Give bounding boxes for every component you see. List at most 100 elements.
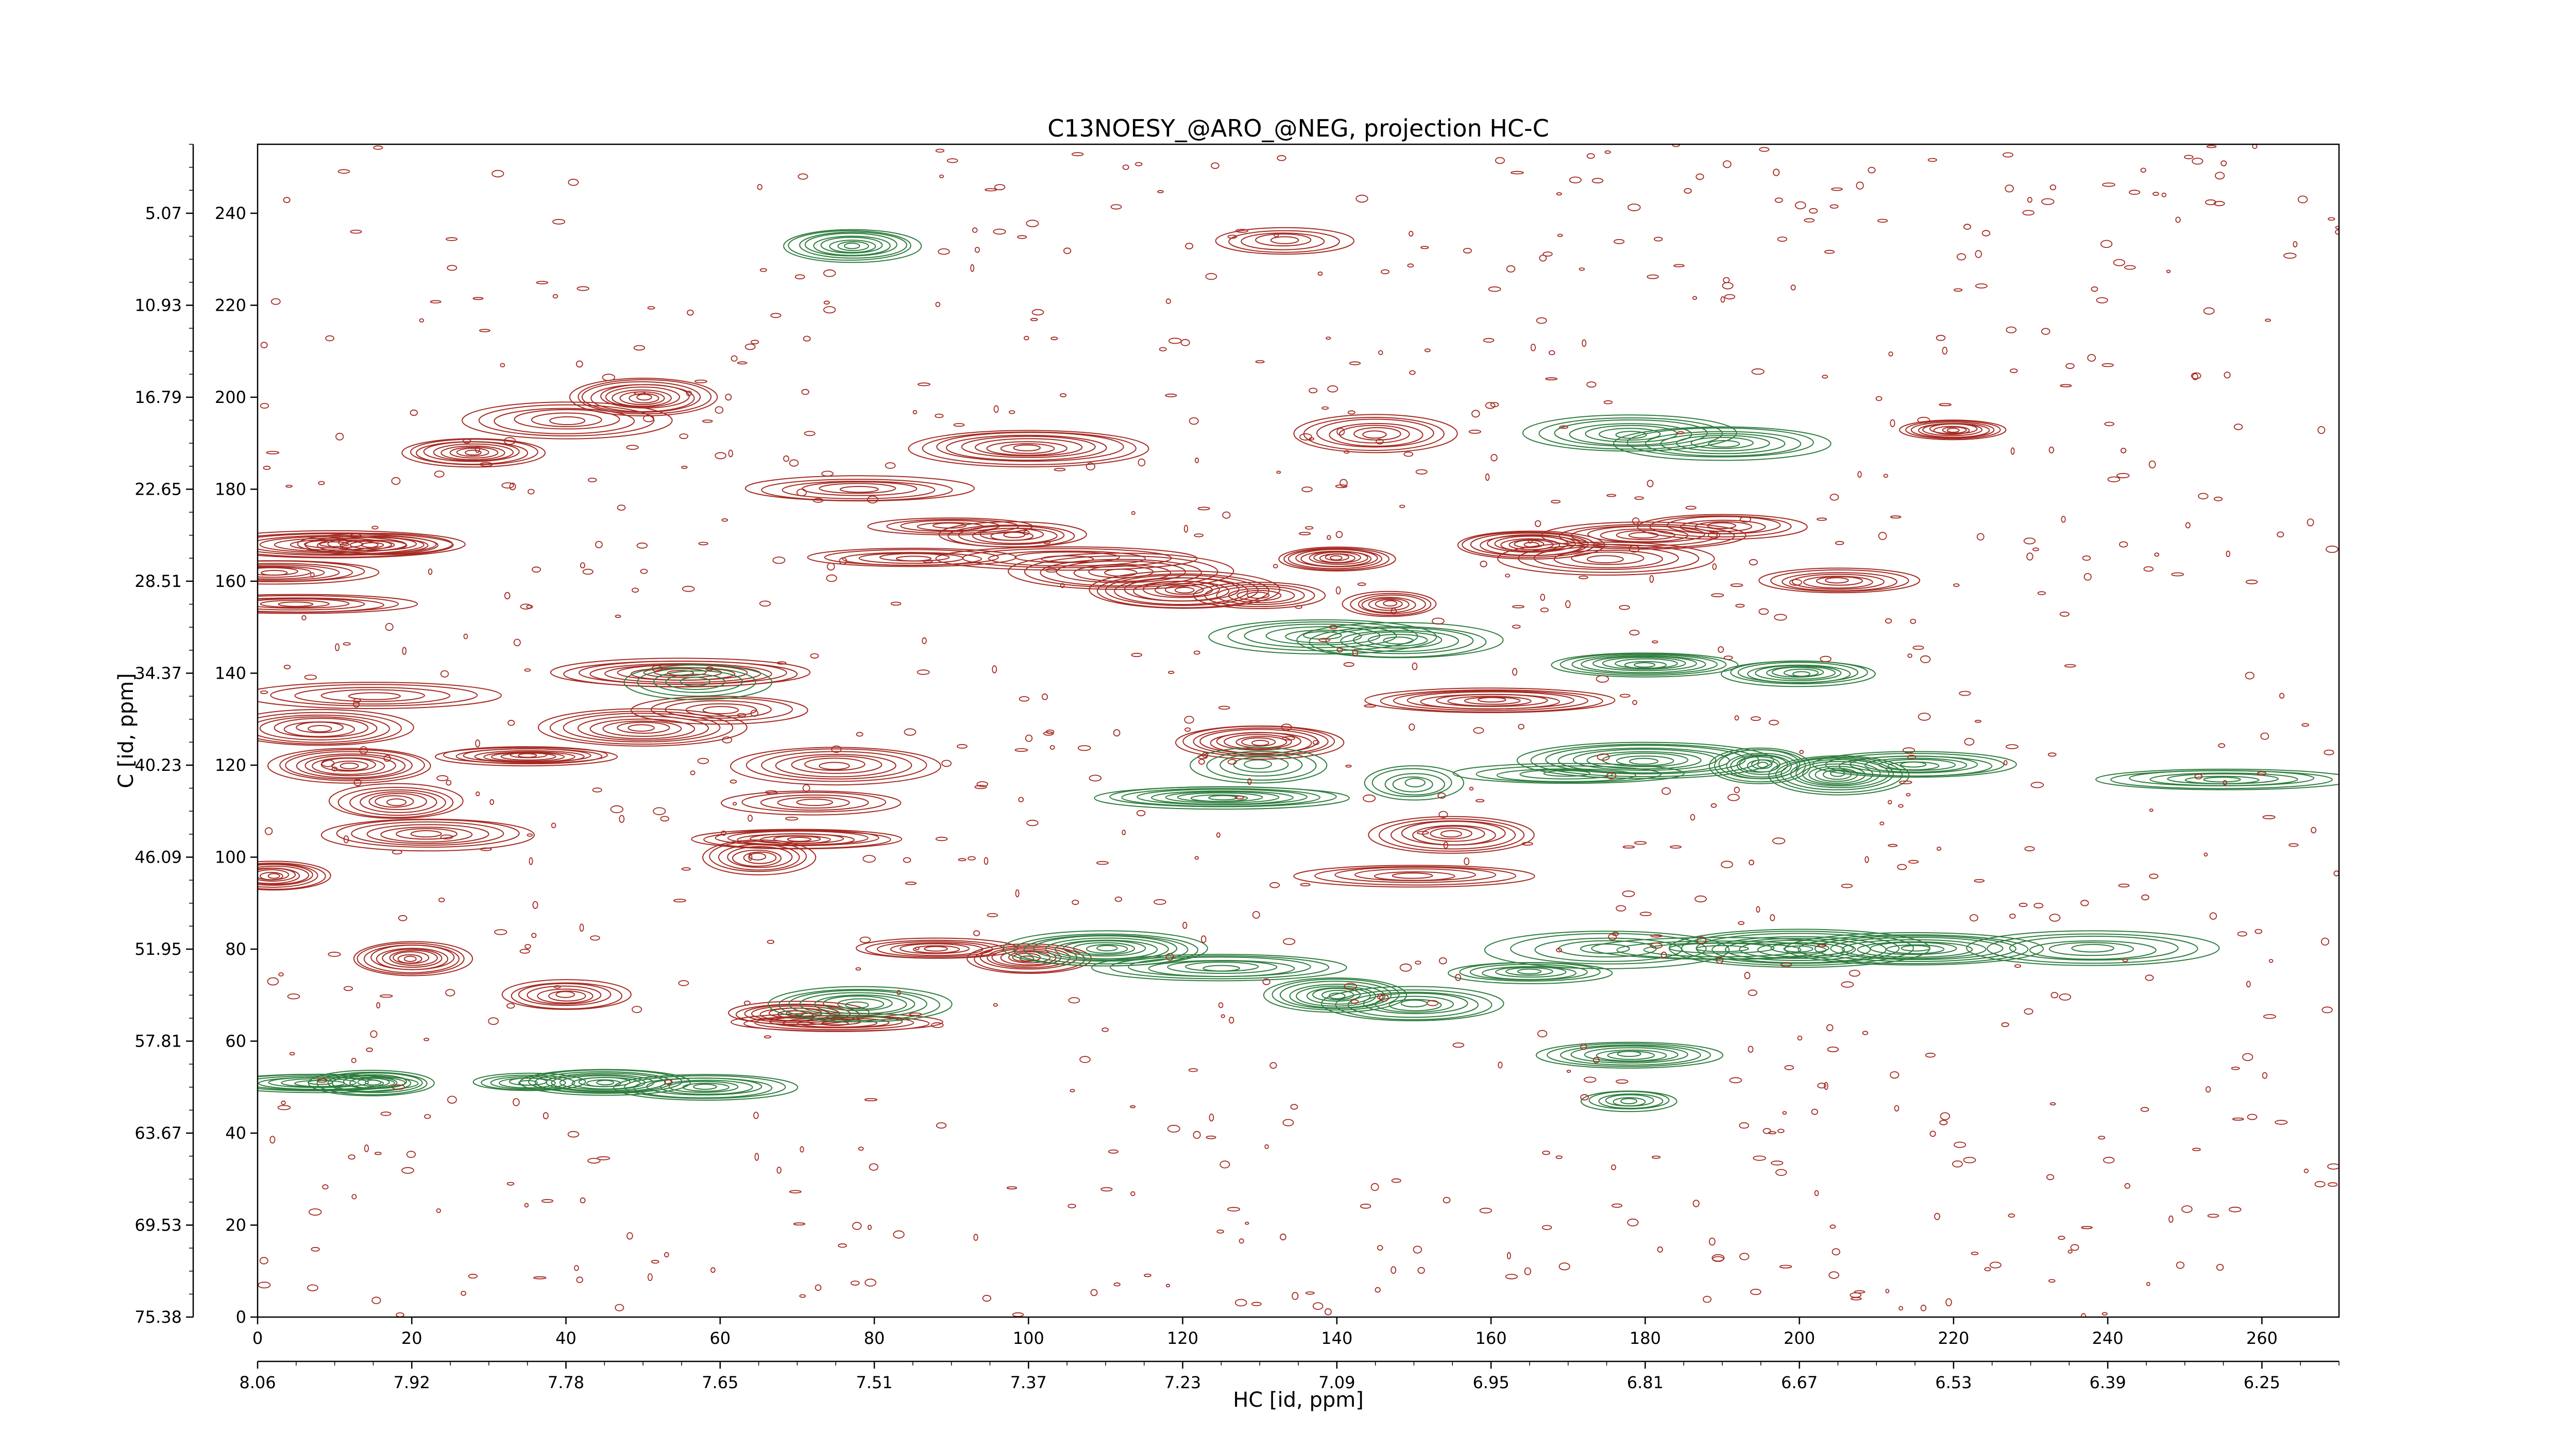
noise-contour	[1042, 693, 1048, 700]
positive-peak	[1899, 419, 2007, 441]
noise-contour	[2327, 1182, 2338, 1187]
noise-contour	[1885, 1289, 1890, 1293]
noise-contour	[1188, 1068, 1198, 1072]
noise-contour	[1708, 1237, 1716, 1246]
noise-contour	[269, 1136, 276, 1144]
noise-contour	[2181, 1205, 2193, 1213]
noise-contour	[1113, 729, 1121, 737]
negative-contour-level	[1850, 755, 1978, 773]
x-tick-label: 120	[1167, 1328, 1198, 1348]
noise-contour	[1780, 963, 1792, 967]
negative-contour-level	[1830, 937, 2004, 961]
noise-contour	[1326, 336, 1331, 340]
negative-contour-level	[1857, 941, 1973, 958]
positive-peak	[1293, 865, 1535, 888]
noise-contour	[263, 465, 271, 470]
noise-contour	[1920, 655, 1931, 663]
noise-contour	[2002, 152, 2013, 158]
noise-contour	[2008, 1213, 2015, 1218]
positive-contour-level	[783, 1017, 890, 1029]
noise-contour	[1583, 1076, 1597, 1083]
noise-contour	[1820, 655, 1832, 663]
noise-contour	[1794, 201, 1806, 210]
noise-contour	[1318, 638, 1330, 643]
negative-contour-level	[1711, 936, 1887, 964]
negative-contour-level	[1167, 960, 1278, 974]
positive-contour-level	[389, 950, 438, 966]
noise-contour	[1606, 494, 1617, 497]
noise-contour	[1954, 288, 1963, 292]
noise-contour	[1195, 457, 1199, 463]
noise-contour	[1722, 160, 1732, 169]
noise-contour	[1774, 614, 1787, 621]
noise-contour	[2145, 974, 2154, 981]
positive-contour-level	[296, 721, 344, 733]
noise-contour	[2192, 158, 2204, 165]
noise-contour	[513, 1098, 520, 1106]
noise-contour	[2166, 269, 2171, 273]
noise-contour	[445, 237, 458, 241]
noise-contour	[2041, 198, 2055, 205]
x-ppm-tick-label: 6.81	[1627, 1373, 1664, 1392]
noise-contour	[799, 1294, 806, 1298]
positive-contour-level	[518, 983, 612, 1006]
noise-contour	[2228, 1206, 2242, 1212]
noise-contour	[1775, 1169, 1787, 1176]
noise-contour	[1953, 583, 1960, 587]
noise-contour	[1773, 169, 1780, 176]
noise-contour	[494, 929, 507, 935]
positive-contour-level	[258, 594, 418, 614]
x-ppm-tick-label: 6.67	[1781, 1373, 1818, 1392]
noise-contour	[1555, 1155, 1563, 1159]
positive-contour-level	[1825, 577, 1849, 584]
noise-contour	[973, 930, 980, 936]
noise-contour	[2328, 217, 2335, 221]
positive-contour-level	[1791, 574, 1885, 590]
positive-contour-level	[1350, 593, 1432, 616]
noise-contour	[1934, 1212, 1940, 1220]
noise-contour	[392, 850, 402, 855]
noise-contour	[798, 173, 808, 180]
negative-contour-level	[1110, 955, 1330, 980]
noise-contour	[1030, 317, 1038, 322]
noise-contour	[764, 1035, 772, 1039]
negative-contour-level	[1584, 1047, 1679, 1063]
noise-contour	[2325, 545, 2338, 553]
noise-contour	[1407, 263, 1414, 268]
noise-contour	[503, 437, 516, 445]
noise-contour	[574, 1265, 579, 1271]
noise-contour	[1043, 731, 1054, 736]
noise-contour	[2245, 671, 2255, 680]
negative-peak	[1522, 414, 1737, 452]
noise-contour	[698, 542, 708, 546]
noise-contour	[1070, 1089, 1075, 1093]
positive-contour-level	[267, 873, 280, 879]
noise-contour	[1603, 400, 1613, 405]
noise-contour	[509, 482, 516, 491]
noise-contour	[789, 459, 799, 467]
noise-contour	[438, 897, 445, 903]
positive-contour-level	[743, 851, 777, 864]
noise-contour	[1614, 239, 1625, 244]
negative-contour-level	[472, 1072, 586, 1091]
negative-contour-level	[799, 992, 916, 1016]
noise-contour	[810, 653, 819, 659]
noise-contour	[385, 623, 394, 631]
noise-contour	[1113, 1282, 1121, 1287]
positive-contour-level	[366, 824, 489, 844]
noise-contour	[1622, 890, 1635, 897]
noise-contour	[1277, 155, 1286, 161]
noise-contour	[1216, 1229, 1225, 1234]
noise-contour	[2098, 1136, 2106, 1140]
negative-peak	[1551, 652, 1739, 678]
positive-contour-level	[258, 533, 437, 556]
noise-contour	[1826, 1024, 1834, 1032]
positive-contour-level	[1375, 599, 1403, 609]
noise-contour	[1759, 147, 1770, 152]
noise-contour	[968, 856, 976, 861]
negative-contour-level	[1792, 671, 1811, 677]
noise-contour	[972, 227, 978, 233]
positive-contour-level	[401, 438, 546, 468]
noise-contour	[1660, 951, 1667, 959]
positive-contour-level	[465, 449, 482, 456]
